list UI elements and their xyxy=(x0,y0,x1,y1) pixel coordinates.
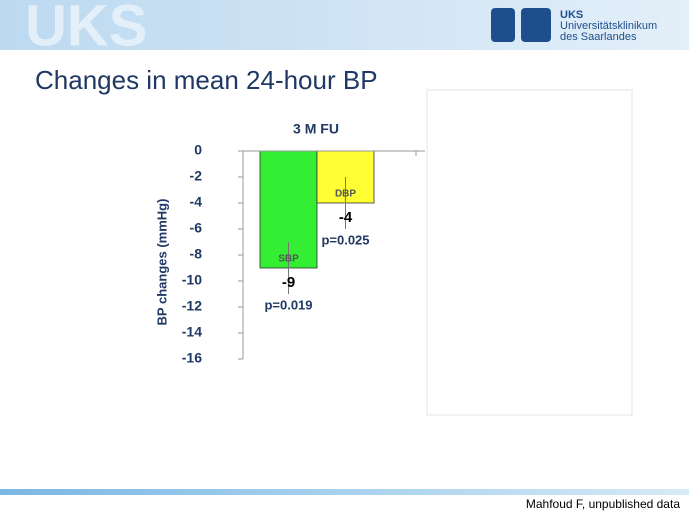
y-tick-label: -14 xyxy=(182,324,202,340)
y-tick-label: -8 xyxy=(190,246,203,262)
logo-line: Universitätsklinikum xyxy=(560,20,657,32)
y-tick-label: -16 xyxy=(182,350,202,366)
category-label: SBP xyxy=(278,254,299,265)
y-tick-label: -2 xyxy=(190,168,203,184)
y-tick-label: -4 xyxy=(190,194,203,210)
y-tick-label: 0 xyxy=(194,142,202,158)
y-tick-label: -10 xyxy=(182,272,202,288)
value-label: -4 xyxy=(339,209,353,226)
slide-title: Changes in mean 24-hour BP xyxy=(35,65,378,95)
value-label: -9 xyxy=(282,274,295,291)
y-tick-label: -6 xyxy=(190,220,203,236)
logo-icon xyxy=(521,8,551,42)
watermark: UKS xyxy=(25,0,147,58)
logo-line: des Saarlandes xyxy=(560,31,637,43)
p-value: p=0.025 xyxy=(321,232,369,247)
footer-band xyxy=(0,489,689,495)
p-value: p=0.019 xyxy=(264,297,312,312)
category-label: DBP xyxy=(335,189,356,200)
logo-icon xyxy=(491,8,515,42)
blank-panel xyxy=(426,89,633,416)
y-axis-label: BP changes (mmHg) xyxy=(154,199,169,326)
y-tick-label: -12 xyxy=(182,298,202,314)
plot: 0 -2 -4 -6 -8 -10 -12 -14 -16 SBP -9 p=0.019 DBP -4 p=… xyxy=(182,142,375,366)
logo-short: UKS xyxy=(560,9,583,21)
footer-note: Mahfoud F, unpublished data xyxy=(526,497,680,511)
chart-title: 3 M FU xyxy=(293,121,339,137)
header-band xyxy=(0,0,689,50)
